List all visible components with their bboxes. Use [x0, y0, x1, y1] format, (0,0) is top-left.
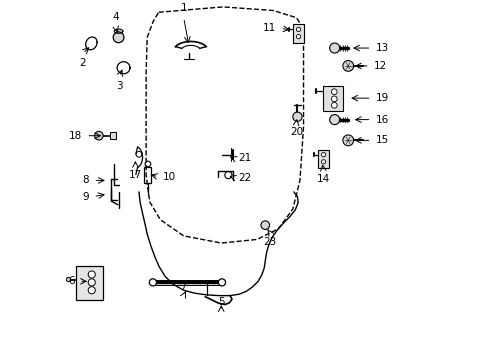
Text: 2: 2: [80, 58, 86, 68]
Circle shape: [331, 96, 336, 102]
Text: 7: 7: [180, 281, 186, 291]
Circle shape: [261, 221, 269, 229]
Circle shape: [113, 32, 123, 43]
Polygon shape: [114, 29, 122, 33]
Polygon shape: [85, 37, 97, 50]
Bar: [323, 86, 342, 111]
Bar: [292, 24, 303, 43]
Circle shape: [88, 287, 95, 294]
Text: 5: 5: [218, 297, 224, 307]
Circle shape: [321, 153, 325, 157]
Text: 9: 9: [82, 192, 89, 202]
Circle shape: [218, 279, 225, 286]
Circle shape: [149, 279, 156, 286]
Text: 3: 3: [116, 81, 122, 91]
Text: 23: 23: [263, 237, 276, 247]
Circle shape: [88, 271, 95, 278]
Circle shape: [292, 112, 302, 121]
Circle shape: [331, 103, 336, 108]
Text: 15: 15: [375, 135, 388, 145]
Text: 20: 20: [289, 127, 303, 138]
Text: 14: 14: [316, 174, 329, 184]
Circle shape: [88, 279, 95, 286]
Circle shape: [321, 160, 325, 164]
Circle shape: [331, 89, 336, 95]
Text: 17: 17: [128, 170, 142, 180]
Text: 4: 4: [112, 12, 119, 22]
Polygon shape: [117, 62, 130, 74]
Bar: [76, 266, 103, 300]
Text: 16: 16: [375, 114, 388, 125]
Circle shape: [94, 131, 103, 140]
Text: 8: 8: [82, 175, 89, 185]
Circle shape: [342, 60, 353, 71]
Circle shape: [296, 35, 300, 39]
Circle shape: [329, 43, 339, 53]
Circle shape: [66, 277, 70, 282]
Bar: [109, 132, 116, 139]
Text: 1: 1: [180, 3, 186, 13]
Text: 21: 21: [238, 153, 251, 163]
Text: 13: 13: [375, 43, 388, 53]
Text: 12: 12: [373, 61, 386, 71]
Circle shape: [296, 27, 300, 32]
Bar: [318, 150, 328, 168]
Text: 10: 10: [163, 172, 176, 182]
Text: 22: 22: [238, 172, 251, 183]
Circle shape: [342, 135, 353, 146]
Text: 19: 19: [375, 93, 388, 103]
Text: 18: 18: [69, 131, 82, 141]
Text: 11: 11: [262, 23, 275, 33]
Circle shape: [329, 114, 339, 125]
Text: 6: 6: [68, 276, 75, 286]
Bar: [144, 167, 150, 183]
